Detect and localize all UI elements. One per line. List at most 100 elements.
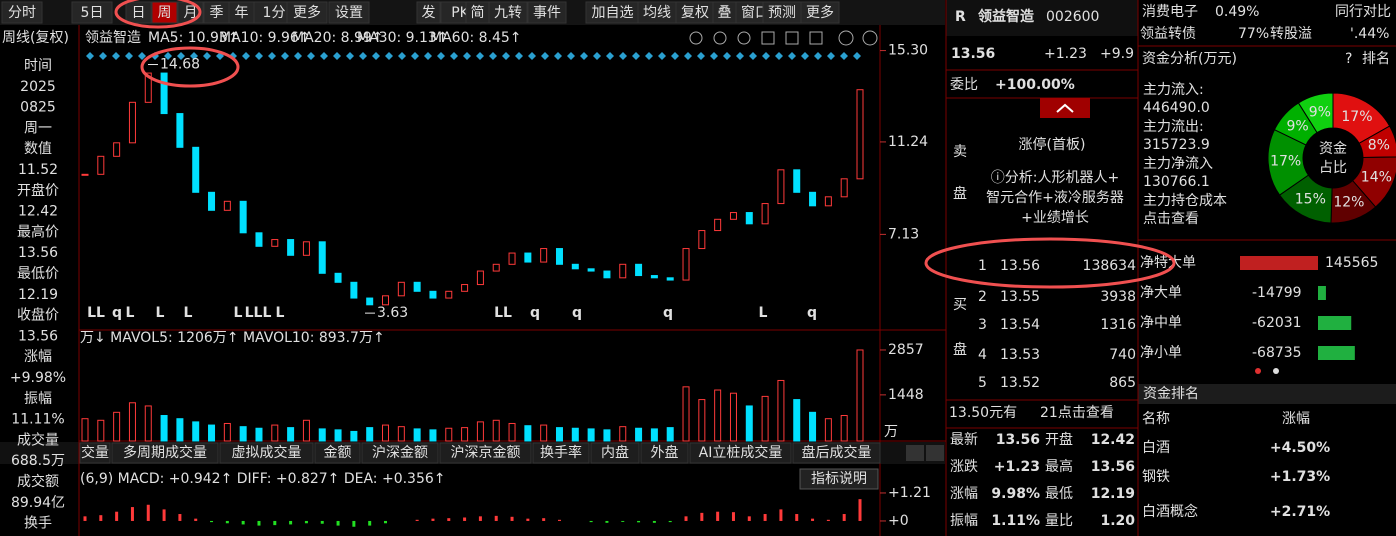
tab[interactable]	[79, 442, 111, 464]
quote-value: 13.56	[1091, 459, 1135, 475]
tab[interactable]	[792, 442, 881, 464]
macd-legend: (6,9) MACD: +0.942↑ DIFF: +0.827↑ DEA: +…	[80, 471, 446, 487]
page-dot[interactable]	[1273, 368, 1279, 374]
toolbar-button[interactable]	[151, 1, 178, 24]
icon[interactable]	[862, 30, 878, 46]
toolbar-button[interactable]	[286, 1, 328, 24]
toolbar-button[interactable]	[416, 1, 441, 24]
volume-bar	[382, 424, 390, 442]
toolbar-button[interactable]	[125, 1, 152, 24]
info-item: 12.19	[18, 287, 58, 303]
icon[interactable]	[713, 31, 727, 45]
toolbar-button[interactable]	[527, 1, 567, 24]
candle	[476, 270, 484, 286]
bid-price: 13.55	[1000, 289, 1040, 305]
info-item: 数值	[24, 141, 52, 157]
signal-diamond	[489, 52, 497, 60]
signal-diamond	[723, 52, 731, 60]
quote-label: 最高	[1045, 458, 1073, 475]
change-pct: +9.9	[1100, 46, 1134, 62]
icon[interactable]	[838, 30, 854, 46]
volume-bar	[761, 395, 769, 442]
candle	[287, 239, 295, 256]
tab[interactable]	[314, 442, 361, 464]
bond-value: 77%	[1238, 26, 1269, 42]
icon[interactable]	[737, 31, 751, 45]
signal-diamond	[164, 52, 172, 60]
quote-label: 量比	[1045, 513, 1073, 529]
toolbar-label: 加自选	[592, 5, 634, 21]
bid-volume: 138634	[1083, 258, 1137, 274]
tab[interactable]	[689, 442, 792, 464]
signal-diamond	[853, 52, 861, 60]
info-item: 688.5万	[11, 453, 65, 469]
icon[interactable]	[689, 31, 703, 45]
info-item: 11.52	[18, 162, 58, 178]
notice-link[interactable]: 21点击查看	[1040, 405, 1114, 421]
signal-marker: L	[126, 305, 135, 321]
toolbar-button[interactable]	[800, 1, 840, 24]
signal-diamond	[372, 52, 380, 60]
tab[interactable]	[219, 442, 314, 464]
info-item: 13.56	[18, 245, 58, 261]
signal-diamond	[541, 52, 549, 60]
indicator-button[interactable]	[799, 468, 879, 490]
highlight-annotations	[114, 0, 1176, 289]
tab-label: 外盘	[651, 444, 679, 461]
ma-legend: MA5: 10.93↑	[148, 30, 240, 46]
signal-diamond	[86, 52, 94, 60]
volume-bar	[223, 422, 231, 442]
rank-link[interactable]: 排名	[1362, 51, 1390, 67]
toolbar-label: 均线	[643, 5, 671, 21]
icon[interactable]	[785, 31, 799, 45]
tab-label: 沪深金额	[372, 445, 428, 461]
tab-label: 多周期成交量	[123, 444, 207, 461]
tab[interactable]	[361, 442, 439, 464]
tab[interactable]	[590, 442, 640, 464]
tab[interactable]	[640, 442, 689, 464]
tab[interactable]	[532, 442, 590, 464]
donut-hole	[1304, 129, 1362, 187]
slice-label: 17%	[1270, 154, 1301, 170]
signal-marker: LLL	[245, 305, 272, 321]
icon[interactable]	[761, 31, 775, 45]
toolbar-button[interactable]	[328, 1, 370, 24]
ranking-title-bg	[1138, 384, 1396, 404]
icon[interactable]	[809, 31, 823, 45]
toolbar-button[interactable]	[71, 1, 113, 24]
signal-diamond	[398, 52, 406, 60]
sell-label: 卖	[953, 144, 967, 160]
signal-diamond	[580, 52, 588, 60]
signal-diamond	[411, 52, 419, 60]
volume-bar	[793, 399, 801, 442]
scroll-button[interactable]	[926, 445, 944, 461]
candle	[192, 146, 200, 193]
volume-bar	[777, 379, 785, 442]
net-value: -62031	[1252, 315, 1302, 331]
candle	[603, 270, 611, 279]
tab[interactable]	[111, 442, 219, 464]
quote-value: 12.42	[1091, 432, 1135, 448]
volume-bar	[144, 405, 152, 442]
toolbar-button[interactable]	[488, 1, 528, 24]
expand-button[interactable]	[1040, 98, 1090, 118]
donut-center: 资金	[1319, 141, 1347, 157]
highlight-ellipse	[924, 237, 1176, 289]
quote-value: 1.11%	[991, 513, 1040, 529]
toolbar-button[interactable]	[1, 1, 43, 24]
candle	[461, 284, 469, 292]
signal-diamond	[320, 52, 328, 60]
signal-marker: L	[759, 305, 768, 321]
candle	[666, 277, 674, 281]
signal-marker: q	[807, 305, 817, 321]
candle	[318, 241, 326, 274]
scroll-button[interactable]	[906, 445, 924, 461]
volume-bar	[113, 411, 121, 442]
quote-code: 002600	[1046, 9, 1099, 25]
page-dot[interactable]	[1255, 368, 1261, 374]
chart-icons	[689, 30, 878, 46]
peer-compare[interactable]: 同行对比	[1335, 4, 1391, 20]
tab[interactable]	[439, 442, 532, 464]
net-bar	[1318, 286, 1326, 300]
signal-diamond	[515, 52, 523, 60]
